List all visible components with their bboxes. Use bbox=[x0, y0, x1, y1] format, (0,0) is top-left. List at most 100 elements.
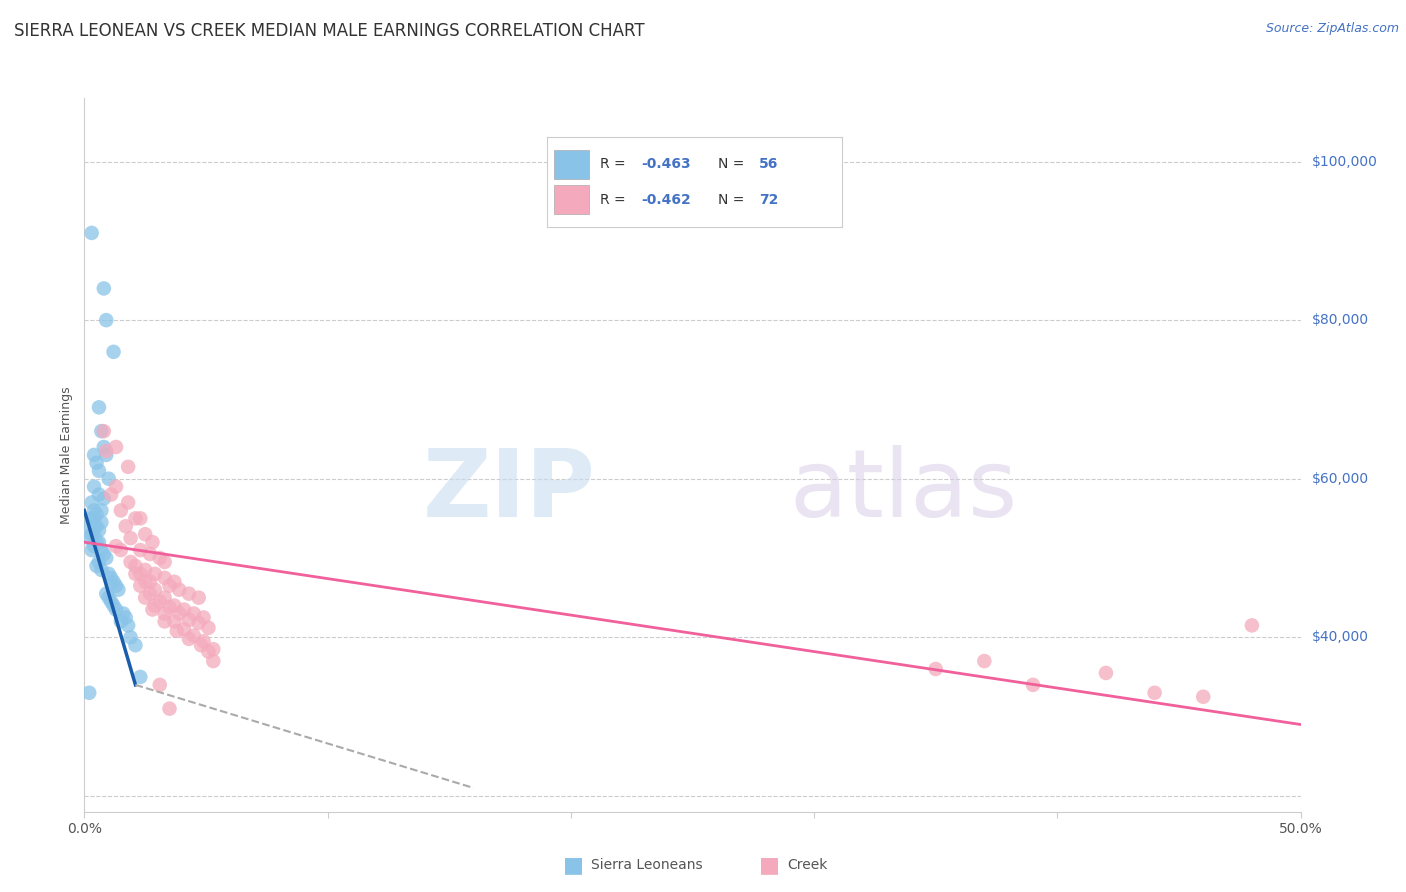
Point bbox=[190, 638, 212, 652]
Point bbox=[163, 574, 186, 589]
FancyBboxPatch shape bbox=[554, 186, 589, 214]
Text: Source: ZipAtlas.com: Source: ZipAtlas.com bbox=[1265, 22, 1399, 36]
Point bbox=[90, 503, 112, 517]
Point bbox=[80, 527, 103, 541]
Text: N =: N = bbox=[718, 193, 748, 207]
Point bbox=[83, 511, 105, 525]
Point bbox=[93, 547, 115, 561]
Point bbox=[139, 587, 162, 601]
Text: $60,000: $60,000 bbox=[1312, 472, 1369, 486]
Text: SIERRA LEONEAN VS CREEK MEDIAN MALE EARNINGS CORRELATION CHART: SIERRA LEONEAN VS CREEK MEDIAN MALE EARN… bbox=[14, 22, 645, 40]
Point bbox=[93, 440, 115, 454]
Point bbox=[153, 607, 176, 621]
Point bbox=[87, 487, 110, 501]
Point bbox=[143, 599, 166, 613]
Point bbox=[86, 535, 108, 549]
Text: -0.463: -0.463 bbox=[641, 157, 690, 171]
Point bbox=[163, 615, 186, 629]
Point bbox=[83, 527, 105, 541]
Point bbox=[159, 701, 181, 715]
Point bbox=[153, 591, 176, 605]
Point bbox=[77, 686, 100, 700]
Point bbox=[97, 591, 120, 605]
Point bbox=[193, 634, 215, 648]
Point bbox=[197, 644, 219, 658]
Point bbox=[90, 543, 112, 558]
Point bbox=[173, 623, 195, 637]
Text: $80,000: $80,000 bbox=[1312, 313, 1369, 327]
Point bbox=[167, 582, 190, 597]
Point bbox=[973, 654, 995, 668]
Point bbox=[87, 523, 110, 537]
Text: -0.462: -0.462 bbox=[641, 193, 690, 207]
Point bbox=[149, 594, 172, 608]
Text: R =: R = bbox=[599, 193, 630, 207]
Point bbox=[173, 602, 195, 616]
Point bbox=[1143, 686, 1166, 700]
Point bbox=[197, 621, 219, 635]
Point bbox=[77, 519, 100, 533]
Point bbox=[87, 555, 110, 569]
Point bbox=[104, 539, 127, 553]
Point bbox=[120, 630, 142, 644]
Point bbox=[96, 313, 118, 327]
Point bbox=[202, 642, 225, 657]
Point bbox=[110, 543, 132, 558]
Text: ■: ■ bbox=[759, 855, 780, 875]
Point bbox=[129, 566, 152, 581]
Text: ■: ■ bbox=[562, 855, 583, 875]
Point bbox=[90, 516, 112, 530]
Point bbox=[187, 615, 209, 630]
Point bbox=[163, 599, 186, 613]
Text: 72: 72 bbox=[759, 193, 779, 207]
Point bbox=[183, 607, 205, 621]
Point bbox=[96, 587, 118, 601]
Point bbox=[202, 654, 225, 668]
Point bbox=[96, 448, 118, 462]
Point bbox=[104, 602, 127, 616]
Text: ZIP: ZIP bbox=[422, 444, 595, 537]
Point bbox=[120, 531, 142, 545]
Point bbox=[96, 551, 118, 566]
Point bbox=[1022, 678, 1045, 692]
Point bbox=[183, 629, 205, 643]
Point bbox=[110, 503, 132, 517]
Point bbox=[86, 508, 108, 522]
Point bbox=[114, 519, 136, 533]
Point bbox=[159, 579, 181, 593]
Point bbox=[117, 459, 139, 474]
Point bbox=[86, 519, 108, 533]
Point bbox=[129, 670, 152, 684]
Point bbox=[83, 539, 105, 553]
Point bbox=[141, 602, 163, 616]
Point bbox=[149, 551, 172, 566]
Point bbox=[80, 511, 103, 525]
Point bbox=[93, 424, 115, 438]
Text: N =: N = bbox=[718, 157, 748, 171]
Point bbox=[80, 495, 103, 509]
Point bbox=[100, 487, 122, 501]
Point bbox=[166, 624, 188, 638]
Text: $100,000: $100,000 bbox=[1312, 154, 1378, 169]
Point bbox=[193, 610, 215, 624]
Text: R =: R = bbox=[599, 157, 630, 171]
Point bbox=[86, 558, 108, 573]
Point bbox=[134, 563, 156, 577]
Point bbox=[1240, 618, 1263, 632]
Point bbox=[153, 571, 176, 585]
Point bbox=[97, 566, 120, 581]
FancyBboxPatch shape bbox=[554, 150, 589, 178]
Point bbox=[177, 632, 200, 646]
Point bbox=[80, 226, 103, 240]
Point bbox=[83, 448, 105, 462]
Point bbox=[103, 599, 125, 613]
Point bbox=[96, 444, 118, 458]
Point bbox=[129, 511, 152, 525]
Point bbox=[80, 543, 103, 558]
Point bbox=[129, 543, 152, 558]
Point bbox=[134, 527, 156, 541]
Point bbox=[114, 610, 136, 624]
Text: atlas: atlas bbox=[790, 444, 1018, 537]
Point bbox=[139, 574, 162, 589]
Point bbox=[167, 607, 190, 621]
